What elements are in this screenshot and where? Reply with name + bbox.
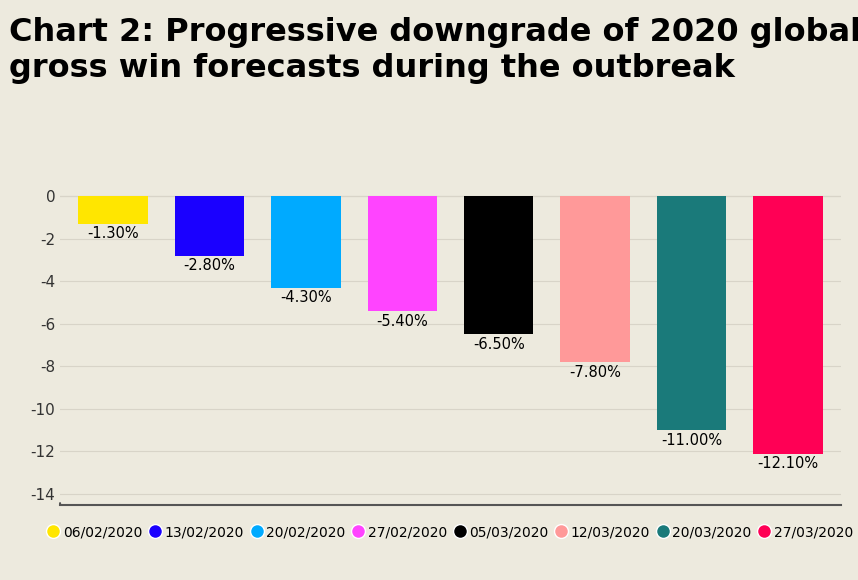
Bar xyxy=(367,196,437,311)
Bar xyxy=(656,196,726,430)
Legend: 06/02/2020, 13/02/2020, 20/02/2020, 27/02/2020, 05/03/2020, 12/03/2020, 20/03/20: 06/02/2020, 13/02/2020, 20/02/2020, 27/0… xyxy=(48,525,853,539)
Text: -1.30%: -1.30% xyxy=(88,226,139,241)
Text: -2.80%: -2.80% xyxy=(184,258,235,273)
Bar xyxy=(560,196,630,362)
Text: Chart 2: Progressive downgrade of 2020 global gambling
gross win forecasts durin: Chart 2: Progressive downgrade of 2020 g… xyxy=(9,17,858,84)
Text: -7.80%: -7.80% xyxy=(569,365,621,380)
Bar xyxy=(464,196,534,335)
Text: -12.10%: -12.10% xyxy=(758,456,819,471)
Text: -6.50%: -6.50% xyxy=(473,337,524,352)
Text: -5.40%: -5.40% xyxy=(377,314,428,329)
Text: -4.30%: -4.30% xyxy=(280,290,332,305)
Bar xyxy=(753,196,823,454)
Bar xyxy=(175,196,245,256)
Bar xyxy=(271,196,341,288)
Bar xyxy=(78,196,148,224)
Text: -11.00%: -11.00% xyxy=(661,433,722,448)
